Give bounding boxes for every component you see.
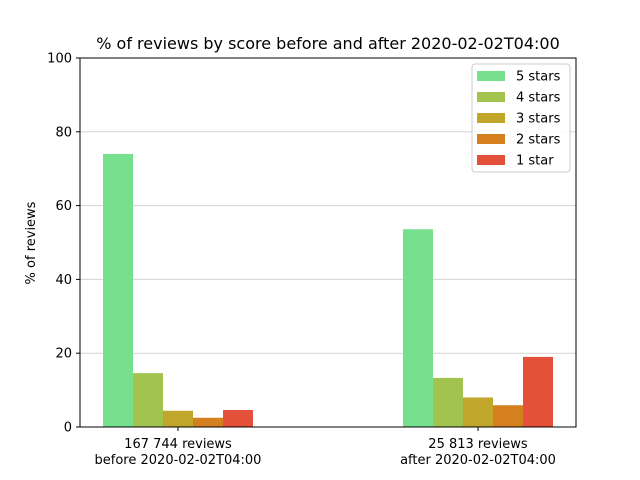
- x-tick-label-line1-1: 167 744 reviews: [124, 437, 232, 452]
- x-tick-label-line2-2: after 2020-02-02T04:00: [400, 453, 556, 468]
- bar-1-star-group-1: [223, 410, 253, 427]
- bar-3-stars-group-1: [163, 410, 193, 427]
- legend-swatch-4-stars: [477, 92, 505, 102]
- x-tick-label-line2-1: before 2020-02-02T04:00: [95, 453, 262, 468]
- bar-4-stars-group-1: [133, 373, 163, 427]
- bar-3-stars-group-2: [463, 397, 493, 427]
- bar-5-stars-group-2: [403, 229, 433, 427]
- legend-swatch-1-star: [477, 155, 505, 165]
- y-tick-label-0: 0: [64, 421, 72, 436]
- legend-label-5-stars: 5 stars: [516, 70, 561, 85]
- legend-swatch-3-stars: [477, 113, 505, 123]
- legend-label-2-stars: 2 stars: [516, 133, 561, 148]
- y-tick-label-60: 60: [55, 199, 72, 214]
- y-tick-label-100: 100: [47, 52, 72, 67]
- legend: 5 stars 4 stars 3 stars 2 stars 1 star: [471, 63, 571, 173]
- bar-5-stars-group-1: [103, 153, 133, 427]
- x-tick-label-line1-2: 25 813 reviews: [428, 437, 528, 452]
- plot-area-frame: [79, 57, 577, 428]
- bar-4-stars-group-2: [433, 377, 463, 427]
- legend-frame: [471, 63, 571, 173]
- legend-label-3-stars: 3 stars: [516, 112, 561, 127]
- legend-swatch-2-stars: [477, 134, 505, 144]
- y-axis-label: % of reviews: [24, 201, 39, 284]
- bars: [103, 153, 553, 427]
- bar-2-stars-group-2: [493, 405, 523, 427]
- y-tick-label-40: 40: [55, 273, 72, 288]
- chart-title: % of reviews by score before and after 2…: [96, 34, 560, 53]
- legend-swatch-5-stars: [477, 71, 505, 81]
- bar-1-star-group-2: [523, 356, 553, 427]
- y-tick-label-20: 20: [55, 347, 72, 362]
- bar-2-stars-group-1: [193, 417, 223, 427]
- axes: [79, 57, 577, 428]
- legend-label-1-star: 1 star: [516, 154, 554, 169]
- y-tick-label-80: 80: [55, 125, 72, 140]
- legend-label-4-stars: 4 stars: [516, 91, 561, 106]
- y-axis-ticks: 0 20 40 60 80 100: [47, 52, 80, 436]
